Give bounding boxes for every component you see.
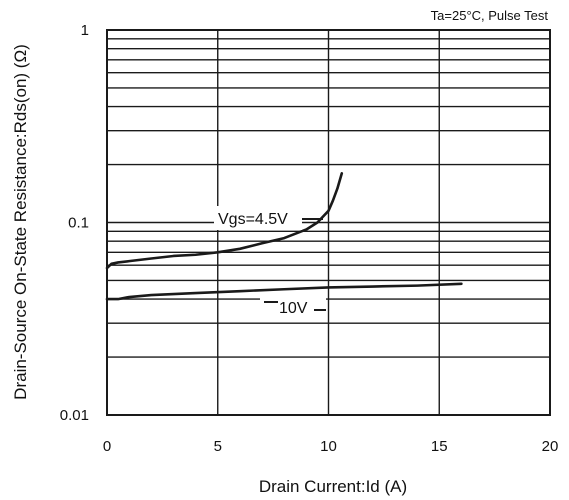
y-axis-label: Drain-Source On-State Resistance:Rds(on)… [11,44,30,400]
grid-layer [107,30,550,415]
x-tick-labels: 0 5 10 15 20 [103,438,559,455]
condition-label: Ta=25°C, Pulse Test [431,8,549,23]
series-vgs-4-5v-label: Vgs=4.5V [218,211,288,228]
series-10v-line [105,282,463,301]
y-tick-label-1: 1 [81,22,89,39]
x-tick-label-0: 0 [103,438,111,455]
series-10v-label: 10V [279,300,308,317]
y-tick-label-0-1: 0.1 [68,215,89,232]
x-tick-label-15: 15 [431,438,448,455]
x-tick-label-5: 5 [214,438,222,455]
x-tick-label-20: 20 [542,438,559,455]
y-tick-labels: 0.01 0.1 1 [60,22,89,424]
x-axis-label: Drain Current:Id (A) [259,477,407,496]
series-10v-label-bg [260,294,326,316]
series-vgs-4-5v-line [105,172,344,270]
series-vgs-4-5v-label-group: Vgs=4.5V [214,206,323,230]
y-tick-label-0-01: 0.01 [60,407,89,424]
x-tick-label-10: 10 [320,438,337,455]
plot-frame [106,29,551,416]
series-layer [105,172,463,301]
series-vgs-4-5v-label-bg [214,206,302,230]
series-10v-label-group: 10V [260,294,326,317]
